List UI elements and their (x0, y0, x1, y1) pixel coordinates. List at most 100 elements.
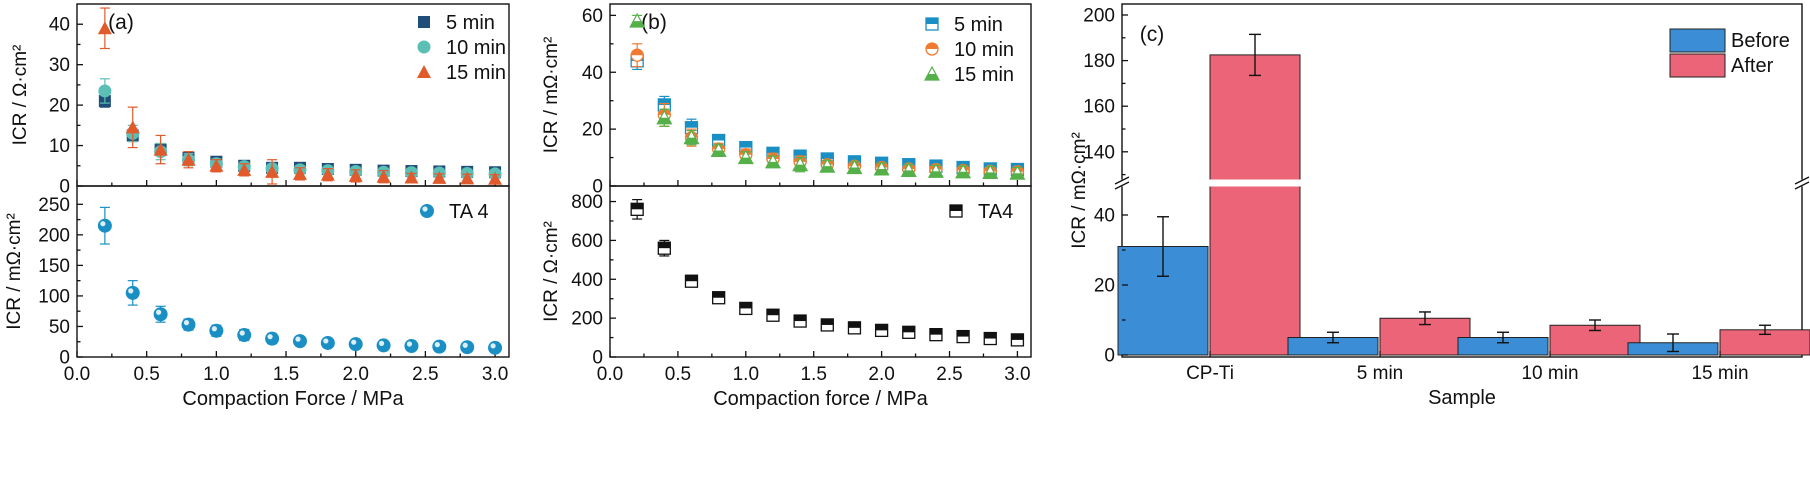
a-bottom-ytick-label: 150 (38, 256, 70, 277)
a-bottom-legend-label: TA 4 (449, 201, 489, 223)
b-bottom-xtick-label: 2.0 (868, 364, 894, 385)
b-top-legend-label: 5 min (954, 14, 1003, 36)
c-xlabel: Sample (1428, 387, 1496, 409)
a-top-ytick-label: 40 (49, 15, 70, 36)
a-bottom-point (265, 331, 280, 346)
a-top-point (488, 171, 503, 185)
b-bottom-xtick-label: 0.0 (597, 364, 623, 385)
b-top-point (927, 162, 944, 178)
a-top-point (320, 167, 335, 181)
a-top-point (376, 169, 391, 183)
b-top-point (1009, 164, 1026, 180)
a-bottom-frame (76, 185, 510, 358)
b-top-point (900, 162, 917, 177)
a-top-point (348, 168, 363, 182)
b-bottom-point (874, 323, 889, 338)
b-bottom-point (739, 301, 753, 316)
a-bottom-point (181, 317, 196, 332)
a-top-legend-label: 10 min (446, 37, 506, 59)
c-break-mark (1794, 181, 1810, 190)
b-bottom-ylabel: ICR / Ω·cm² (541, 221, 562, 322)
a-top-frame (76, 3, 510, 187)
a-bottom-xtick-label: 0.0 (64, 364, 90, 385)
b-top-point (630, 48, 644, 62)
b-top-point (873, 160, 890, 176)
a-top-legend-marker (418, 16, 430, 28)
a-bottom-xtick-label: 1.0 (203, 364, 229, 385)
b-bottom-xlabel: Compaction force / MPa (713, 388, 928, 410)
a-bottom-ytick-label: 200 (38, 225, 70, 246)
b-bottom-legend-marker (949, 204, 963, 218)
b-top-panel-label: (b) (641, 11, 667, 34)
a-bottom-point (348, 337, 363, 352)
a-top-point (404, 170, 419, 184)
a-bottom-ytick-label: 250 (38, 195, 70, 216)
a-bottom-point (125, 285, 140, 300)
c-ytick-label: 140 (1083, 142, 1115, 163)
c-ytick-label: 160 (1083, 97, 1115, 118)
a-bottom-point (237, 328, 252, 343)
b-top-point (656, 109, 673, 125)
a-bottom-ylabel: ICR / mΩ·cm² (4, 213, 25, 330)
b-top-point (737, 149, 754, 165)
a-bottom-point (460, 340, 475, 355)
b-bottom-point (684, 274, 699, 288)
b-bottom-point (630, 202, 644, 216)
b-top-legend-label: 10 min (954, 39, 1014, 61)
a-top-point (209, 158, 224, 172)
a-bottom-point (376, 338, 391, 353)
b-top-legend-marker (925, 17, 939, 31)
b-top-ytick-label: 0 (592, 177, 603, 198)
c-xtick-label: CP-Ti (1186, 363, 1234, 384)
b-bottom-ytick-label: 600 (571, 231, 603, 252)
a-bottom-point (404, 339, 419, 354)
b-top-point (955, 163, 972, 179)
b-bottom-point (657, 241, 671, 255)
a-top-ytick-label: 10 (49, 136, 70, 157)
a-top-ytick-label: 20 (49, 96, 70, 117)
c-ytick-label: 40 (1094, 206, 1115, 227)
a-bottom-point (153, 307, 168, 322)
a-bottom-point (209, 323, 224, 338)
b-top-legend-marker (923, 65, 941, 81)
b-top-point (819, 157, 836, 173)
c-ylabel: ICR / mΩ·cm² (1069, 132, 1090, 249)
b-bottom-point (793, 314, 807, 328)
a-bottom-point (97, 218, 112, 233)
b-bottom-ytick-label: 400 (571, 270, 603, 291)
a-top-point (125, 120, 140, 134)
a-bottom-xlabel: Compaction Force / MPa (182, 388, 404, 410)
c-xtick-label: 5 min (1357, 363, 1403, 384)
a-top-point (265, 164, 280, 178)
a-bottom-point (292, 334, 307, 349)
a-top-point (432, 170, 447, 184)
b-bottom-point (1010, 333, 1025, 347)
c-ytick-label: 200 (1083, 6, 1115, 27)
a-bottom-xtick-label: 2.5 (412, 364, 438, 385)
c-legend-swatch (1669, 28, 1726, 53)
a-bottom-point (488, 340, 503, 355)
c-break-mark (1114, 176, 1130, 185)
a-bottom-point (320, 335, 335, 350)
c-panel-label: (c) (1140, 23, 1165, 46)
a-bottom-xtick-label: 2.0 (342, 364, 368, 385)
b-top-legend-marker (925, 42, 939, 56)
c-xtick-label: 10 min (1521, 363, 1578, 384)
a-bottom-point (432, 339, 447, 354)
a-top-legend-label: 5 min (446, 12, 495, 34)
c-bar-after (1209, 54, 1301, 356)
b-bottom-point (766, 308, 780, 322)
b-top-legend-label: 15 min (954, 64, 1014, 86)
b-top-ylabel: ICR / mΩ·cm² (541, 37, 562, 154)
c-ytick-label: 20 (1094, 276, 1115, 297)
a-bottom-legend-marker (420, 204, 434, 218)
a-top-point (237, 162, 252, 176)
c-xtick-label: 15 min (1691, 363, 1748, 384)
b-bottom-xtick-label: 1.0 (733, 364, 759, 385)
a-top-ytick-label: 30 (49, 55, 70, 76)
b-bottom-ytick-label: 200 (571, 309, 603, 330)
b-top-ytick-label: 20 (582, 120, 603, 141)
c-axis-break (1116, 179, 1808, 187)
b-bottom-legend-label: TA4 (978, 201, 1013, 223)
